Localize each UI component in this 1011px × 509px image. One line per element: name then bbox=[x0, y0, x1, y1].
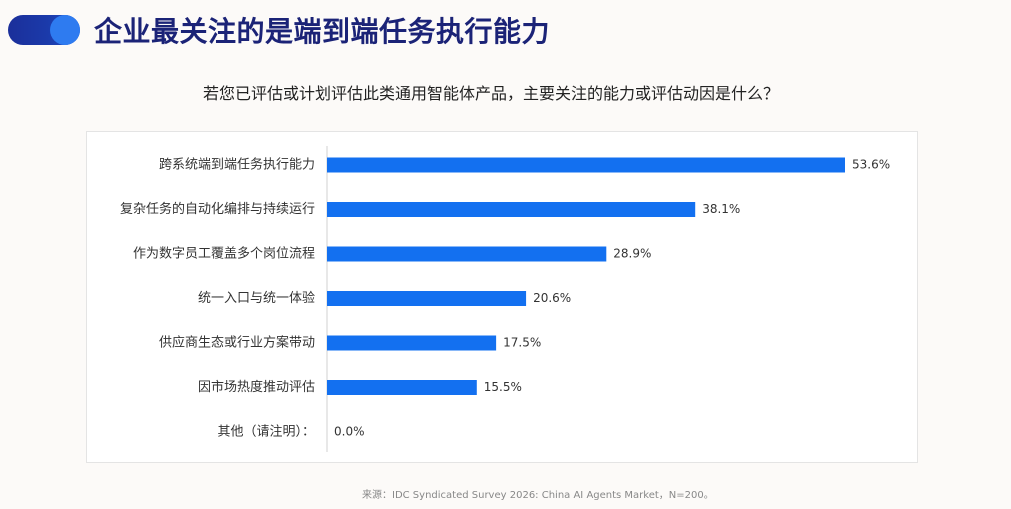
data-label: 17.5% bbox=[503, 336, 541, 350]
bar bbox=[327, 202, 696, 217]
bar bbox=[327, 380, 477, 395]
category-label: 统一入口与统一体验 bbox=[198, 290, 315, 306]
source-note: 来源：IDC Syndicated Survey 2026: China AI … bbox=[362, 490, 714, 501]
bar bbox=[327, 246, 607, 262]
category-label: 跨系统端到端任务执行能力 bbox=[159, 157, 315, 173]
data-label: 0.0% bbox=[334, 425, 365, 439]
category-label: 其他（请注明）： bbox=[217, 425, 315, 440]
data-label: 53.6% bbox=[852, 158, 890, 172]
chart-subtitle: 若您已评估或计划评估此类通用智能体产品，主要关注的能力或评估动因是什么？ bbox=[203, 84, 780, 103]
bar-chart: 跨系统端到端任务执行能力 53.6% 复杂任务的自动化编排与持续运行 38.1% 作为数… bbox=[120, 146, 890, 452]
category-label: 复杂任务的自动化编排与持续运行 bbox=[120, 201, 315, 217]
data-label: 38.1% bbox=[702, 202, 740, 216]
chart-panel: 跨系统端到端任务执行能力 53.6% 复杂任务的自动化编排与持续运行 38.1% 作为数… bbox=[86, 131, 918, 463]
data-label: 20.6% bbox=[533, 291, 571, 305]
category-label: 供应商生态或行业方案带动 bbox=[159, 335, 315, 351]
title-accent-decoration bbox=[8, 15, 80, 45]
data-label: 15.5% bbox=[484, 380, 522, 394]
page-title: 企业最关注的是端到端任务执行能力 bbox=[94, 15, 551, 48]
bar bbox=[327, 157, 845, 173]
data-label: 28.9% bbox=[613, 247, 651, 261]
category-label: 作为数字员工覆盖多个岗位流程 bbox=[133, 246, 315, 262]
bar bbox=[327, 335, 497, 351]
bar bbox=[327, 291, 527, 306]
category-label: 因市场热度推动评估 bbox=[198, 379, 315, 395]
title-accent-dot bbox=[50, 15, 80, 45]
